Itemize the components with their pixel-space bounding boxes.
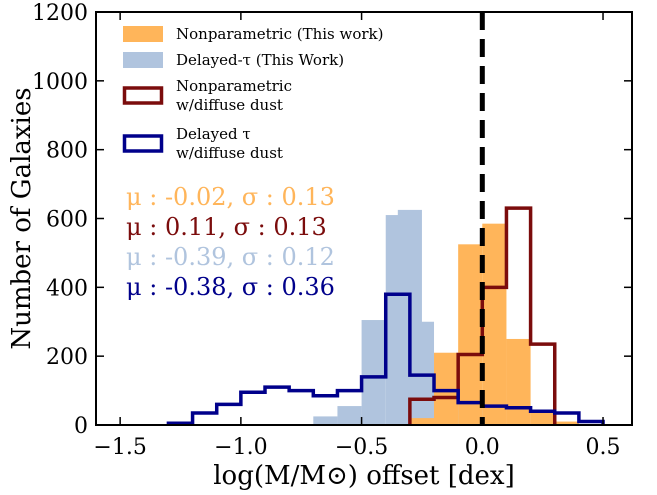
x-tick-label: −1.5 — [93, 435, 146, 460]
legend-label: Nonparametric — [176, 77, 292, 95]
legend-swatch — [122, 86, 164, 105]
y-tick-label: 400 — [46, 276, 88, 301]
histogram-bar — [554, 421, 579, 425]
legend-label: w/diffuse dust — [176, 96, 283, 114]
x-tick-label: 0.5 — [586, 435, 621, 460]
legend-label: Nonparametric (This work) — [176, 25, 384, 43]
histogram-bar — [313, 416, 338, 425]
legend: Nonparametric (This work) Delayed-τ (This… — [122, 25, 384, 162]
x-tick-label: 0.0 — [465, 435, 500, 460]
y-tick-label: 1000 — [32, 70, 88, 95]
x-tick-label: −0.5 — [335, 435, 388, 460]
plot-area — [166, 12, 605, 425]
y-tick-label: 200 — [46, 345, 88, 370]
histogram-bar — [530, 409, 555, 425]
stats-annotations: μ : -0.02, σ : 0.13μ : 0.11, σ : 0.13μ :… — [126, 183, 335, 301]
step-histogram-line — [166, 292, 605, 425]
y-tick-label: 0 — [74, 414, 88, 439]
histogram-bar — [409, 418, 435, 425]
legend-swatch — [122, 134, 164, 153]
y-axis-title: Number of Galaxies — [7, 87, 37, 349]
histogram-bar — [361, 320, 386, 425]
legend-label: Delayed τ — [176, 125, 251, 143]
histogram-bar — [458, 244, 483, 425]
legend-label: w/diffuse dust — [176, 144, 283, 162]
histogram-bar — [506, 338, 531, 425]
stat-annotation: μ : -0.39, σ : 0.12 — [126, 243, 335, 271]
axes: −1.5 −1.0 −0.5 0.0 0.5 0 200 400 600 800 1000 1200 — [32, 1, 633, 460]
histogram-bar — [482, 223, 507, 425]
legend-swatch — [123, 26, 163, 42]
legend-label: Delayed-τ (This Work) — [176, 51, 344, 69]
y-tick-label: 1200 — [32, 1, 88, 26]
stat-annotation: μ : 0.11, σ : 0.13 — [126, 213, 327, 241]
x-axis-title: log(M/M⊙) offset [dex] — [213, 461, 515, 491]
stat-annotation: μ : -0.02, σ : 0.13 — [126, 183, 335, 211]
x-tick-label: −1.0 — [214, 435, 267, 460]
y-tick-label: 800 — [46, 139, 88, 164]
y-tick-label: 600 — [46, 208, 88, 233]
histogram-bar — [337, 406, 362, 425]
legend-swatch — [123, 52, 163, 68]
stat-annotation: μ : -0.38, σ : 0.36 — [126, 273, 335, 301]
